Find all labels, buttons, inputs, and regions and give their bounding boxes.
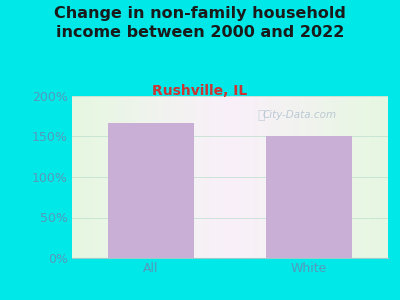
Bar bbox=[108, 123, 194, 258]
Text: Change in non-family household
income between 2000 and 2022: Change in non-family household income be… bbox=[54, 6, 346, 40]
Text: ⌕: ⌕ bbox=[258, 109, 265, 122]
Bar bbox=[266, 136, 352, 258]
Text: Rushville, IL: Rushville, IL bbox=[152, 84, 248, 98]
Text: City-Data.com: City-Data.com bbox=[262, 110, 336, 120]
